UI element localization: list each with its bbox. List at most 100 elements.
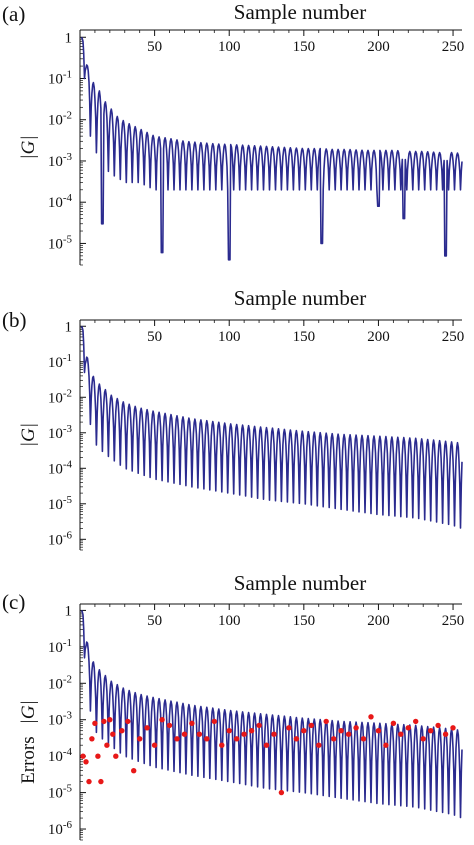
panel-c-error-point — [226, 728, 232, 734]
panel-a-label: (a) — [2, 2, 25, 26]
panel-c-error-point — [110, 731, 116, 737]
panel-c-error-point — [144, 725, 150, 731]
panel-c-error-point — [316, 742, 322, 748]
panel-c-y-tick-label: 10-6 — [48, 819, 73, 838]
panel-a-x-tick-label: 250 — [442, 39, 465, 55]
panel-c-error-point — [125, 718, 131, 725]
panel-c-error-point — [113, 753, 119, 759]
panel-b-x-axis-title: Sample number — [234, 286, 366, 310]
panel-c-error-point — [271, 731, 277, 737]
panel-a-y-tick-label: 10-1 — [48, 68, 72, 87]
panel-c-error-point — [89, 736, 95, 742]
panel-c-error-point — [345, 731, 352, 737]
panel-a-x-tick-label: 50 — [147, 39, 162, 55]
panel-a-y-axis-title: |G| — [18, 135, 39, 159]
panel-c-series-line — [80, 609, 463, 819]
panel-c-y-tick-label: 10-3 — [48, 710, 73, 729]
panel-c-x-tick-label: 250 — [442, 613, 465, 629]
panel-c-error-point — [368, 714, 374, 720]
panel-b-y-tick-label: 10-6 — [48, 529, 73, 548]
panel-c-error-point — [263, 742, 270, 748]
panel-b-y-tick-label: 10-4 — [48, 458, 73, 477]
panel-c-x-tick-label: 50 — [147, 613, 162, 629]
panel-b: (b) Sample number 50 100 150 200 250 1 10-1 10-… — [2, 286, 465, 551]
panel-c: (c) Sample number 50 100 150 200 250 1 10-1 10-… — [2, 571, 465, 841]
panel-c-error-point — [219, 742, 225, 748]
panel-c-error-point — [442, 731, 449, 737]
panel-c-y-axis-title-g: |G| — [18, 700, 39, 724]
panel-a-y-tick-label: 1 — [65, 30, 73, 46]
panel-c-error-point — [211, 718, 217, 725]
panel-c-y-tick-label: 10-1 — [48, 637, 72, 656]
panel-a-x-axis-title: Sample number — [234, 0, 366, 24]
panel-c-error-point — [278, 789, 285, 796]
panel-c-error-point — [92, 720, 98, 726]
panel-b-x-tick-label: 50 — [147, 329, 162, 345]
panel-a-x-tick-label: 200 — [367, 39, 390, 55]
panel-b-y-tick-label: 1 — [65, 319, 73, 335]
panel-c-error-point — [119, 728, 125, 734]
panel-c-y-tick-label: 10-4 — [48, 746, 73, 765]
panel-c-error-point — [189, 720, 195, 726]
panel-c-error-point — [204, 736, 210, 742]
panel-c-error-point — [166, 722, 173, 729]
panel-c-error-point — [104, 742, 110, 748]
panel-c-error-point — [174, 736, 180, 742]
panel-a: (a) Sample number 50 100 150 200 250 1 10-1 10-… — [2, 0, 465, 266]
panel-a-x-tick-label: 150 — [293, 39, 316, 55]
panel-c-error-point — [420, 736, 426, 742]
panel-b-series-line — [80, 325, 463, 529]
panel-b-x-tick-label: 200 — [367, 329, 390, 345]
panel-c-y-axis-title: Errors |G| — [18, 700, 39, 784]
panel-c-error-point — [137, 736, 143, 742]
panel-c-error-point — [151, 742, 158, 748]
panel-b-y-tick-label: 10-5 — [48, 494, 73, 513]
panel-c-error-point — [286, 725, 292, 731]
panel-c-error-point — [331, 736, 337, 742]
panel-c-error-point — [390, 720, 397, 726]
panel-a-y-tick-label: 10-2 — [48, 110, 72, 129]
panel-c-x-tick-label: 100 — [218, 613, 241, 629]
panel-b-x-tick-label: 250 — [442, 329, 465, 345]
panel-c-y-tick-label: 10-5 — [48, 783, 73, 802]
panel-c-error-point — [360, 736, 367, 742]
panel-a-y-tick-label: 10-4 — [48, 192, 73, 211]
panel-c-x-tick-label: 200 — [367, 613, 390, 629]
panel-a-y-tick-label: 10-3 — [48, 151, 73, 170]
panel-c-error-point — [234, 736, 240, 742]
panel-c-error-point — [405, 725, 411, 731]
panel-a-y-tick-label: 10-5 — [48, 233, 73, 252]
panel-c-error-point — [83, 759, 89, 765]
panel-b-y-tick-label: 10-3 — [48, 423, 73, 442]
panel-c-error-point — [450, 725, 456, 731]
panel-b-y-axis-title: |G| — [18, 423, 39, 447]
panel-c-error-point — [323, 718, 329, 725]
panel-c-error-point — [375, 728, 382, 734]
panel-c-y-tick-label: 10-2 — [48, 673, 72, 692]
panel-c-error-point — [353, 725, 359, 731]
panel-c-error-point — [256, 722, 262, 729]
panel-c-error-point — [435, 722, 441, 729]
panel-b-y-tick-label: 10-1 — [48, 352, 72, 371]
panel-c-error-point — [248, 728, 255, 734]
panel-c-error-point — [383, 742, 389, 748]
panel-c-error-point — [308, 722, 314, 729]
panel-c-error-point — [159, 717, 165, 723]
panel-b-y-tick-label: 10-2 — [48, 387, 72, 406]
panel-c-error-point — [101, 718, 107, 725]
panel-b-x-tick-label: 150 — [293, 329, 316, 345]
panel-c-x-axis-title: Sample number — [234, 571, 366, 595]
panel-c-error-point — [428, 728, 434, 734]
panel-c-y-tick-label: 1 — [65, 603, 73, 619]
panel-c-error-point — [301, 728, 307, 734]
panel-c-error-point — [293, 736, 300, 742]
panel-a-series-line — [80, 36, 463, 261]
panel-c-error-point — [181, 731, 188, 737]
panel-a-x-tick-label: 100 — [218, 39, 241, 55]
panel-b-x-tick-label: 100 — [218, 329, 241, 345]
panel-c-x-tick-label: 150 — [293, 613, 316, 629]
panel-c-y-axis-title-errors: Errors — [18, 736, 39, 783]
panel-c-label: (c) — [2, 590, 25, 614]
panel-c-error-point — [338, 728, 344, 734]
